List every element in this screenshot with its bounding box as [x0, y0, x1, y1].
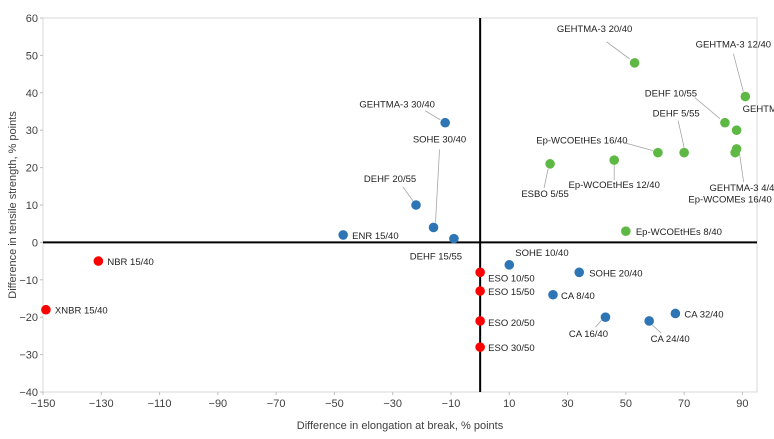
- label-sohe-30-40: SOHE 30/40: [413, 134, 466, 145]
- x-tick-label: −10: [442, 398, 461, 410]
- label-esbo-5-55: ESBO 5/55: [521, 189, 569, 200]
- label-ep-wcoethes-12-40: Ep-WCOEtHEs 12/40: [569, 180, 660, 191]
- label-eso-20-50: ESO 20/50: [488, 318, 534, 329]
- point-ep-wcomes-16-40: [730, 147, 740, 158]
- y-tick-label: −10: [19, 275, 38, 287]
- point-nbr-15-40: [93, 256, 104, 266]
- tick-labels: −40 −30 −20 −10 0 10 20 30 40 50 60 −150 −130 −110 −90…: [19, 13, 748, 410]
- y-tick-label: −30: [19, 350, 38, 362]
- point-eso-30-50: [475, 342, 485, 352]
- point-sohe-10-40: [504, 260, 515, 270]
- point-labels: GEHTMA-3 20/40 GEHTMA-3 12/40 DEHF 10/55 GE…: [55, 24, 774, 354]
- x-tick-label: −130: [89, 398, 114, 410]
- label-dehf-15-55: DEHF 15/55: [410, 252, 462, 263]
- label-ca-24-40: CA 24/40: [651, 334, 690, 345]
- label-eso-15-50: ESO 15/50: [488, 287, 534, 298]
- y-axis-title: Difference in tensile strength, % points: [7, 111, 19, 299]
- y-tick-label: 50: [26, 50, 38, 62]
- leader-dehf-20-55: [402, 186, 414, 202]
- point-xnbr-15-40: [41, 304, 51, 315]
- leader-dehf-5-55: [677, 120, 685, 148]
- label-dehf-5-55: DEHF 5/55: [653, 109, 700, 120]
- point-eso-15-50: [475, 286, 485, 296]
- label-nbr-15-40: NBR 15/40: [107, 257, 153, 268]
- point-dehf-5-55: [679, 147, 689, 158]
- leader-sohe-30-40: [435, 149, 440, 223]
- point-ep-wcoethes-8-40: [621, 226, 631, 236]
- point-enr-15-40: [338, 230, 348, 240]
- point-ca-16-40: [600, 312, 611, 323]
- point-dehf-20-55: [411, 200, 421, 210]
- leader-gehtma-3-20-40: [606, 41, 630, 60]
- y-tick-label: 10: [26, 200, 38, 212]
- point-gehtma-3-30-40: [440, 117, 450, 128]
- leader-ca-24-40: [651, 324, 662, 334]
- y-tick-label: 40: [26, 88, 38, 100]
- point-dehf-15-55: [449, 233, 459, 244]
- point-gehtma-3-20-40: [629, 58, 640, 68]
- leader-gehtma-3-12-40: [732, 53, 744, 92]
- x-tick-label: −90: [209, 398, 228, 410]
- label-gehtma-3-4-40: GEHTMA-3 4/40: [709, 183, 774, 194]
- x-tick-label: 10: [503, 398, 515, 410]
- label-eso-10-50: ESO 10/50: [488, 273, 534, 284]
- point-ep-wcoethes-16-40: [653, 147, 663, 158]
- x-tick-label: −70: [267, 398, 286, 410]
- leader-ep-wcoethes-16-40: [623, 142, 654, 152]
- x-tick-label: −50: [325, 398, 344, 410]
- label-xnbr-15-40: XNBR 15/40: [55, 306, 108, 317]
- point-gehtma-3-8-40: [731, 125, 742, 135]
- x-tick-label: 50: [620, 398, 632, 410]
- label-enr-15-40: ENR 15/40: [352, 231, 398, 242]
- label-ep-wcomes-16-40: Ep-WCOMEs 16/40: [688, 195, 771, 206]
- x-tick-label: −30: [383, 398, 402, 410]
- point-eso-10-50: [475, 267, 485, 278]
- x-tick-label: 70: [678, 398, 690, 410]
- y-tick-label: 60: [26, 13, 38, 25]
- point-ca-8-40: [548, 289, 558, 300]
- y-tick-label: −40: [19, 387, 38, 399]
- label-ca-32-40: CA 32/40: [684, 309, 723, 320]
- label-eso-30-50: ESO 30/50: [488, 343, 534, 354]
- label-gehtma-3-20-40: GEHTMA-3 20/40: [557, 24, 633, 35]
- x-tick-label: −110: [148, 398, 172, 410]
- label-gehtma-3-30-40: GEHTMA-3 30/40: [359, 100, 435, 111]
- x-tick-label: −150: [31, 398, 56, 410]
- axes: [43, 18, 757, 392]
- label-dehf-20-55: DEHF 20/55: [364, 174, 416, 185]
- label-sohe-20-40: SOHE 20/40: [589, 268, 642, 279]
- y-tick-label: 0: [32, 237, 38, 249]
- point-sohe-30-40: [428, 222, 439, 233]
- label-sohe-10-40: SOHE 10/40: [515, 248, 568, 259]
- label-ep-wcoethes-16-40: Ep-WCOEtHEs 16/40: [536, 136, 627, 147]
- label-ep-wcoethes-8-40: Ep-WCOEtHEs 8/40: [636, 227, 722, 238]
- label-gehtma-3-8-40: GEHTMA-3 8/40: [743, 104, 774, 115]
- leader-esbo-5-55: [543, 168, 549, 188]
- point-ca-32-40: [670, 308, 681, 319]
- leader-gehtma-3-4-40: [739, 153, 744, 182]
- y-tick-label: 30: [26, 125, 38, 137]
- label-dehf-10-55: DEHF 10/55: [645, 89, 697, 100]
- x-axis-title: Difference in elongation at break, % poi…: [297, 420, 504, 432]
- y-tick-label: 20: [26, 163, 38, 175]
- leader-dehf-10-55: [694, 97, 721, 120]
- point-dehf-10-55: [720, 117, 730, 128]
- point-sohe-20-40: [574, 267, 585, 278]
- y-tick-label: −20: [19, 312, 38, 324]
- point-esbo-5-55: [545, 159, 555, 169]
- point-ep-wcoethes-12-40: [609, 155, 619, 165]
- point-ca-24-40: [644, 316, 654, 326]
- label-ca-16-40: CA 16/40: [569, 329, 608, 340]
- leader-gehtma-3-30-40: [424, 110, 441, 121]
- leader-ca-16-40: [595, 319, 602, 328]
- data-points: [41, 58, 751, 352]
- label-gehtma-3-12-40: GEHTMA-3 12/40: [696, 40, 772, 51]
- x-tick-label: 30: [561, 398, 573, 410]
- leader-lines: [402, 41, 744, 334]
- label-ca-8-40: CA 8/40: [561, 291, 595, 302]
- point-eso-20-50: [475, 316, 485, 326]
- x-tick-label: 90: [736, 398, 748, 410]
- point-gehtma-3-12-40: [740, 91, 751, 102]
